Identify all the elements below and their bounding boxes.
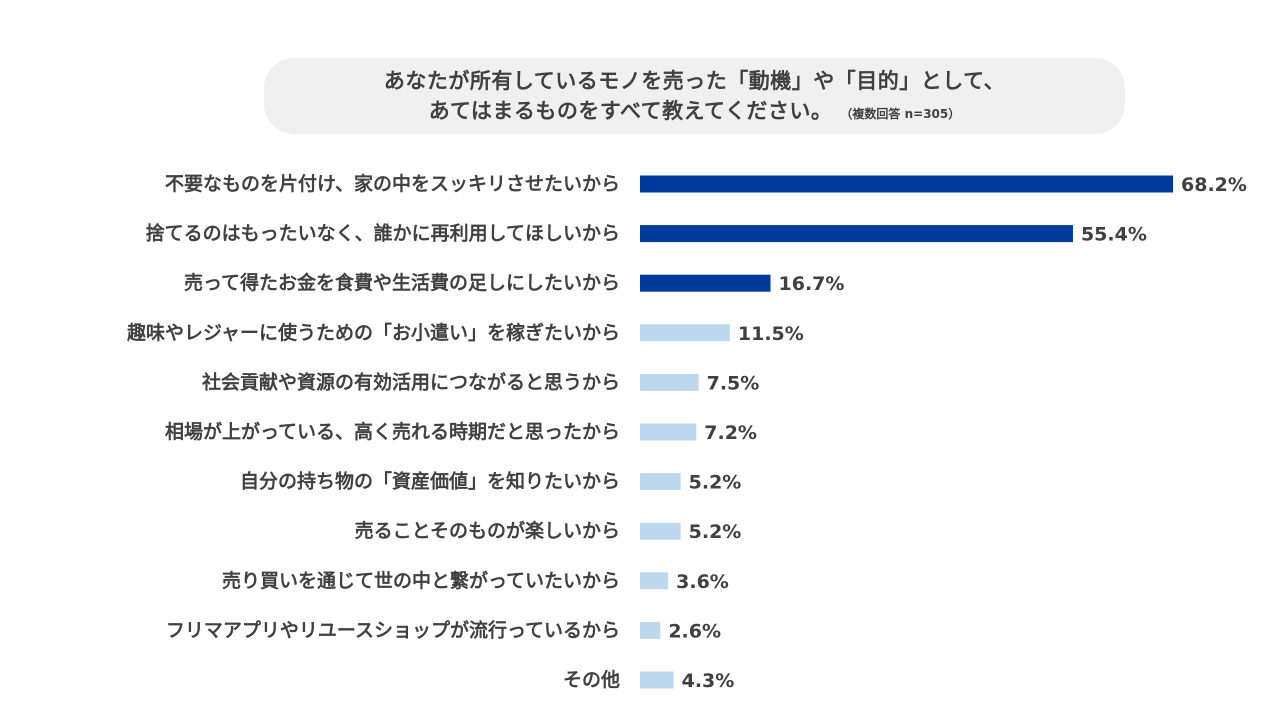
bar xyxy=(640,225,1073,243)
value-label: 55.4% xyxy=(1081,224,1147,246)
bar xyxy=(640,373,699,391)
value-label: 7.2% xyxy=(704,422,757,444)
chart-title-line-2-text: あてはまるものをすべて教えてください。 xyxy=(428,99,833,123)
value-label: 3.6% xyxy=(676,571,729,593)
category-label: 捨てるのはもったいなく、誰かに再利用してほしいから xyxy=(146,222,620,245)
chart-title-line-1: あなたが所有しているモノを売った「動機」や「目的」として、 xyxy=(383,69,1006,93)
value-label: 5.2% xyxy=(689,472,742,494)
bar xyxy=(640,621,661,639)
value-label: 4.3% xyxy=(682,670,735,692)
bar xyxy=(640,324,730,342)
chart-title-line-2: あてはまるものをすべて教えてください。 （複数回答 n=305） xyxy=(264,96,1125,129)
bar xyxy=(640,572,669,590)
bar xyxy=(640,671,674,689)
value-label: 2.6% xyxy=(668,620,721,642)
category-label: 売って得たお金を食費や生活費の足しにしたいから xyxy=(184,271,620,294)
category-label: その他 xyxy=(563,668,620,691)
category-label: フリマアプリやリユースショップが流行っているから xyxy=(166,618,620,641)
bar xyxy=(640,274,771,292)
value-label: 7.5% xyxy=(707,372,760,394)
category-label: 売ることそのものが楽しいから xyxy=(355,519,620,542)
value-label: 68.2% xyxy=(1181,174,1247,196)
category-label: 不要なものを片付け、家の中をスッキリさせたいから xyxy=(165,172,620,195)
category-label: 売り買いを通じて世の中と繋がっていたいから xyxy=(222,569,620,592)
value-label: 5.2% xyxy=(689,521,742,543)
value-label: 11.5% xyxy=(738,323,804,345)
bar xyxy=(640,473,681,491)
chart-sample-note: （複数回答 n=305） xyxy=(846,107,961,121)
value-label: 16.7% xyxy=(779,273,845,295)
bar xyxy=(640,522,681,540)
category-label: 自分の持ち物の「資産価値」を知りたいから xyxy=(240,470,620,493)
category-label: 相場が上がっている、高く売れる時期だと思ったから xyxy=(165,420,620,443)
bar xyxy=(640,175,1173,193)
bar xyxy=(640,423,697,441)
category-label: 社会貢献や資源の有効活用につながると思うから xyxy=(201,370,620,393)
category-label: 趣味やレジャーに使うための「お小遣い」を稼ぎたいから xyxy=(126,321,620,344)
chart-title-box: あなたが所有しているモノを売った「動機」や「目的」として、 あてはまるものをすべ… xyxy=(264,58,1125,134)
